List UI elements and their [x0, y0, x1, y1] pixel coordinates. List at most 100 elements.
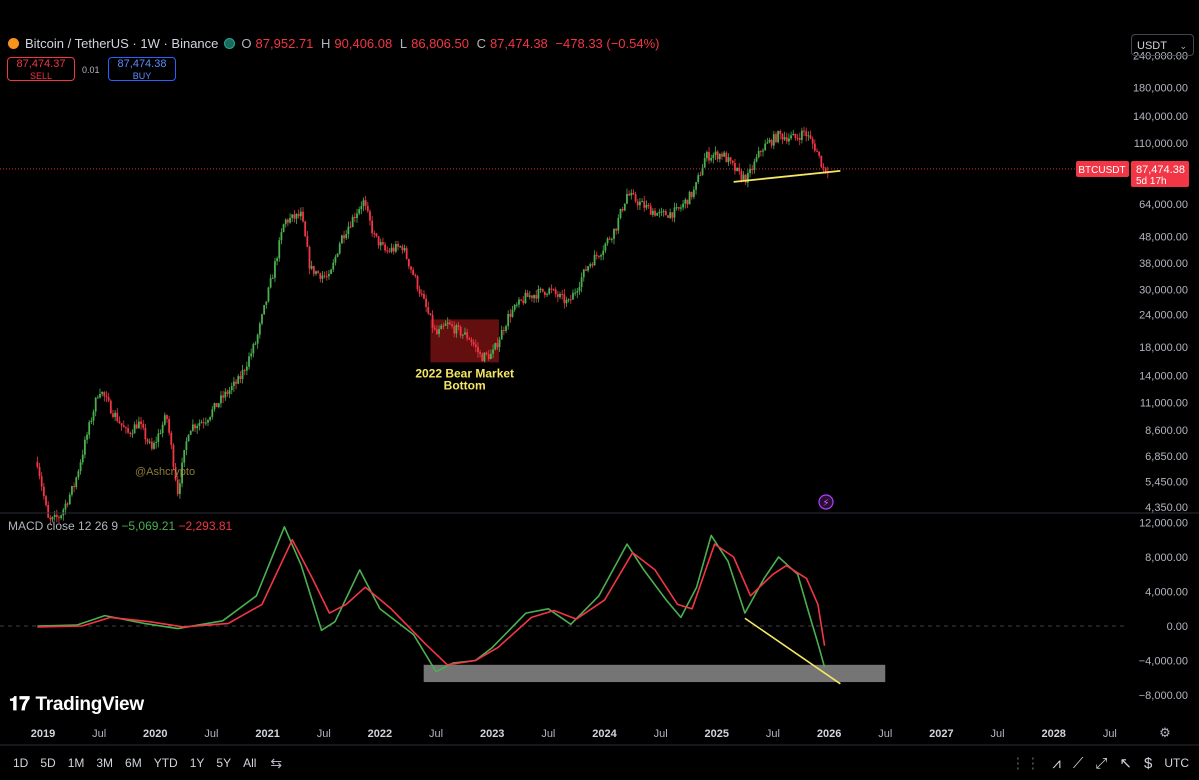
candle-body	[414, 274, 417, 277]
time-axis-tick: Jul	[204, 728, 218, 740]
candle-body	[649, 205, 652, 215]
macd-legend[interactable]: MACD close 12 26 9 −5,069.21 −2,293.81	[8, 519, 232, 533]
candle-body	[779, 131, 782, 135]
candle-body	[144, 427, 147, 440]
timeframe-5y[interactable]: 5Y	[216, 756, 232, 770]
candle-body	[230, 386, 233, 391]
candle-body	[576, 291, 579, 293]
candle-body	[664, 211, 667, 216]
candle-body	[647, 204, 650, 206]
candle-body	[528, 295, 531, 297]
candle-body	[723, 152, 726, 157]
candle-body	[433, 327, 436, 330]
ray-tool-icon[interactable]: ⤢	[1095, 754, 1108, 772]
candle-body	[518, 299, 520, 305]
candle-body	[509, 313, 512, 317]
pattern-tool-icon[interactable]: ⩘	[1052, 754, 1061, 772]
candle-body	[680, 207, 682, 209]
timeframe-1m[interactable]: 1M	[67, 756, 85, 770]
price-axis-tick: 64,000.00	[1139, 199, 1188, 211]
candle-body	[440, 325, 443, 330]
candle-body	[788, 138, 790, 142]
trendline-tool-icon[interactable]: ⟋	[1072, 754, 1084, 772]
candle-body	[811, 138, 814, 144]
candle-body	[701, 167, 704, 176]
candle-body	[477, 346, 479, 353]
candle-body	[94, 397, 97, 412]
price-tag-bg	[1131, 160, 1189, 187]
candle-body	[103, 392, 106, 397]
candle-body	[602, 250, 605, 256]
candle-body	[217, 403, 220, 408]
candle-body	[621, 208, 624, 211]
candle-body	[772, 134, 775, 146]
candle-body	[200, 422, 203, 424]
candle-body	[291, 214, 294, 218]
buy-button[interactable]: 87,474.38 BUY	[108, 57, 176, 81]
time-axis-tick: 2026	[817, 728, 841, 740]
candle-body	[824, 167, 827, 172]
timezone-label[interactable]: UTC	[1164, 756, 1189, 770]
calendar-range-icon[interactable]: ⇆	[270, 754, 283, 771]
candle-body	[334, 256, 337, 263]
currency-select[interactable]: USDT ⌄	[1131, 34, 1194, 56]
candle-body	[628, 193, 631, 196]
timeframe-5d[interactable]: 5D	[40, 756, 56, 770]
macd-bottom-band	[423, 664, 886, 683]
buy-label: BUY	[132, 71, 152, 81]
timeframe-3m[interactable]: 3M	[96, 756, 114, 770]
candle-body	[619, 208, 622, 218]
candle-body	[613, 228, 615, 239]
candle-body	[785, 137, 788, 142]
spread-value: 0.01	[82, 65, 100, 75]
price-axis-tick: 180,000.00	[1133, 83, 1188, 95]
timeframe-6m[interactable]: 6M	[125, 756, 142, 770]
candle-body	[770, 139, 773, 146]
candle-body	[299, 211, 302, 217]
sell-price: 87,474.37	[16, 58, 66, 70]
candle-body	[142, 424, 145, 428]
candle-body	[604, 243, 607, 251]
candle-body	[656, 213, 659, 216]
cursor-tool-icon[interactable]: ↖	[1119, 755, 1132, 772]
candle-body	[243, 370, 246, 372]
time-axis-tick: Jul	[654, 728, 668, 740]
time-axis-tick: 2025	[705, 728, 729, 740]
candle-body	[53, 514, 56, 518]
candle-body	[375, 233, 378, 237]
candle-body	[226, 391, 229, 394]
candle-body	[116, 412, 119, 422]
candle-body	[718, 153, 721, 160]
candle-body	[319, 273, 322, 279]
candle-body	[202, 422, 205, 424]
macd-line	[37, 526, 826, 673]
timeframe-1y[interactable]: 1Y	[189, 756, 205, 770]
candle-body	[261, 314, 263, 324]
candle-body	[66, 503, 69, 505]
candle-body	[751, 168, 754, 171]
time-axis-tick: 2019	[31, 728, 55, 740]
high-value: 90,406.08	[334, 36, 393, 51]
candle-body	[323, 275, 326, 277]
candle-body	[293, 214, 296, 219]
price-axis-tick: 5,450.00	[1145, 477, 1188, 489]
symbol-title[interactable]: Bitcoin / TetherUS · 1W · Binance	[25, 36, 219, 51]
sell-button[interactable]: 87,474.37 SELL	[7, 57, 75, 81]
candle-body	[651, 210, 654, 215]
candle-body	[250, 353, 253, 357]
drag-handle-icon[interactable]: ⋮⋮	[1010, 755, 1041, 772]
trade-tool-icon[interactable]: $	[1143, 754, 1153, 772]
candle-body	[284, 219, 287, 225]
price-axis-tick: 6,850.00	[1145, 451, 1188, 463]
timeframe-1d[interactable]: 1D	[13, 756, 29, 770]
timeframe-all[interactable]: All	[243, 756, 257, 770]
candle-body	[749, 168, 751, 174]
candle-body	[671, 212, 674, 218]
timeframe-ytd[interactable]: YTD	[153, 756, 178, 770]
candle-body	[729, 157, 732, 161]
candle-body	[99, 393, 101, 398]
candle-body	[507, 313, 510, 327]
candle-body	[442, 325, 445, 327]
